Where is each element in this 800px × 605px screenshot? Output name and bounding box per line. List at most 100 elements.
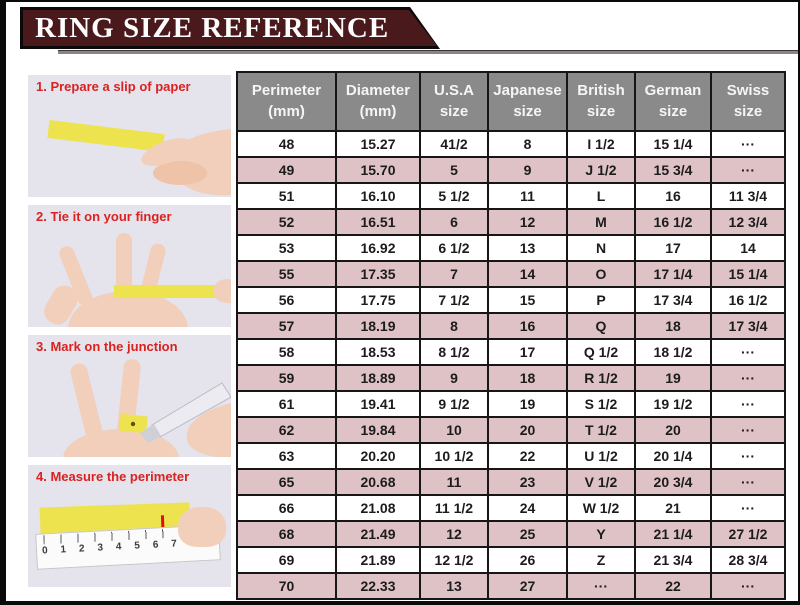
table-cell: 20: [487, 416, 568, 444]
table-cell: 61: [236, 390, 337, 418]
table-row: 68 21.49 12 25 Y 21 1/4 27 1/2: [236, 520, 786, 548]
column-header: British size: [566, 71, 636, 132]
table-cell: 19 1/2: [634, 390, 712, 418]
step-tie-finger: 2. Tie it on your finger: [28, 205, 231, 327]
table-cell: 21.89: [335, 546, 421, 574]
table-cell: 18.19: [335, 312, 421, 340]
finger-tie-illustration: [44, 233, 231, 327]
table-cell: 25: [487, 520, 568, 548]
table-cell: 16.92: [335, 234, 421, 262]
ruler-number: 3: [97, 542, 104, 554]
table-cell: 5 1/2: [419, 182, 489, 210]
table-cell: J 1/2: [566, 156, 636, 184]
table-cell: 16 1/2: [634, 208, 712, 236]
step4-photo: 4. Measure the perimeter 0123456789: [28, 465, 231, 587]
table-cell: ···: [710, 416, 786, 444]
table-cell: 19.41: [335, 390, 421, 418]
step3-photo: 3. Mark on the junction: [28, 335, 231, 457]
table-cell: 56: [236, 286, 337, 314]
table-cell: 18: [634, 312, 712, 340]
table-cell: 18 1/2: [634, 338, 712, 366]
table-cell: 7 1/2: [419, 286, 489, 314]
table-cell: 15: [487, 286, 568, 314]
size-table: Perimeter (mm) Diameter (mm) U.S.A size Jap…: [236, 71, 786, 600]
column-header: Diameter (mm): [335, 71, 421, 132]
table-cell: 17 3/4: [710, 312, 786, 340]
table-cell: 70: [236, 572, 337, 600]
step3-label: 3. Mark on the junction: [36, 339, 178, 354]
size-table-head: Perimeter (mm) Diameter (mm) U.S.A size Jap…: [236, 71, 786, 132]
table-cell: 9 1/2: [419, 390, 489, 418]
column-header: Swiss size: [710, 71, 786, 132]
table-cell: V 1/2: [566, 468, 636, 496]
page-title: RING SIZE REFERENCE: [35, 11, 390, 44]
table-cell: 11 1/2: [419, 494, 489, 522]
table-row: 59 18.89 9 18 R 1/2 19 ···: [236, 364, 786, 392]
table-cell: 16: [634, 182, 712, 210]
table-cell: 62: [236, 416, 337, 444]
table-row: 70 22.33 13 27 ··· 22 ···: [236, 572, 786, 600]
table-cell: 7: [419, 260, 489, 288]
table-cell: ···: [710, 130, 786, 158]
step1-photo: 1. Prepare a slip of paper: [28, 75, 231, 197]
table-cell: 28 3/4: [710, 546, 786, 574]
table-cell: ···: [710, 442, 786, 470]
table-row: 52 16.51 6 12 M 16 1/2 12 3/4: [236, 208, 786, 236]
table-cell: 16.51: [335, 208, 421, 236]
step-mark-junction: 3. Mark on the junction: [28, 335, 231, 457]
table-cell: 48: [236, 130, 337, 158]
table-cell: 14: [710, 234, 786, 262]
table-cell: 27 1/2: [710, 520, 786, 548]
banner-underline: [58, 50, 798, 54]
title-banner-inner: RING SIZE REFERENCE: [23, 10, 437, 46]
table-cell: 20 1/4: [634, 442, 712, 470]
ruler-number: 2: [78, 543, 85, 555]
table-cell: 11: [419, 468, 489, 496]
table-cell: ···: [710, 390, 786, 418]
ruler-number: 4: [115, 541, 122, 553]
table-cell: 17.35: [335, 260, 421, 288]
table-cell: T 1/2: [566, 416, 636, 444]
table-cell: ···: [566, 572, 636, 600]
table-cell: 11: [487, 182, 568, 210]
fingertip: [178, 507, 226, 547]
table-cell: 24: [487, 494, 568, 522]
table-cell: 49: [236, 156, 337, 184]
table-cell: 18: [487, 364, 568, 392]
column-header: German size: [634, 71, 712, 132]
step2-photo: 2. Tie it on your finger: [28, 205, 231, 327]
step2-label: 2. Tie it on your finger: [36, 209, 172, 224]
table-cell: 10: [419, 416, 489, 444]
table-cell: 20.20: [335, 442, 421, 470]
table-cell: L: [566, 182, 636, 210]
table-header-row: Perimeter (mm) Diameter (mm) U.S.A size Jap…: [236, 71, 786, 132]
table-cell: 21.49: [335, 520, 421, 548]
table-cell: 8: [487, 130, 568, 158]
table-cell: 17: [487, 338, 568, 366]
table-cell: 12 3/4: [710, 208, 786, 236]
instruction-steps: 1. Prepare a slip of paper 2. Tie it on …: [28, 75, 231, 595]
table-cell: M: [566, 208, 636, 236]
ruler-number: 7: [171, 538, 178, 550]
table-cell: ···: [710, 468, 786, 496]
table-cell: 5: [419, 156, 489, 184]
table-cell: U 1/2: [566, 442, 636, 470]
table-cell: 17 1/4: [634, 260, 712, 288]
table-cell: 11 3/4: [710, 182, 786, 210]
table-cell: 26: [487, 546, 568, 574]
table-cell: 16 1/2: [710, 286, 786, 314]
table-cell: 18.53: [335, 338, 421, 366]
column-header: U.S.A size: [419, 71, 489, 132]
table-cell: P: [566, 286, 636, 314]
table-cell: 6 1/2: [419, 234, 489, 262]
table-cell: 15 3/4: [634, 156, 712, 184]
table-cell: 6: [419, 208, 489, 236]
table-row: 63 20.20 10 1/2 22 U 1/2 20 1/4 ···: [236, 442, 786, 470]
table-cell: 19: [487, 390, 568, 418]
table-row: 62 19.84 10 20 T 1/2 20 ···: [236, 416, 786, 444]
table-row: 69 21.89 12 1/2 26 Z 21 3/4 28 3/4: [236, 546, 786, 574]
table-cell: 65: [236, 468, 337, 496]
table-cell: 23: [487, 468, 568, 496]
table-cell: ···: [710, 338, 786, 366]
